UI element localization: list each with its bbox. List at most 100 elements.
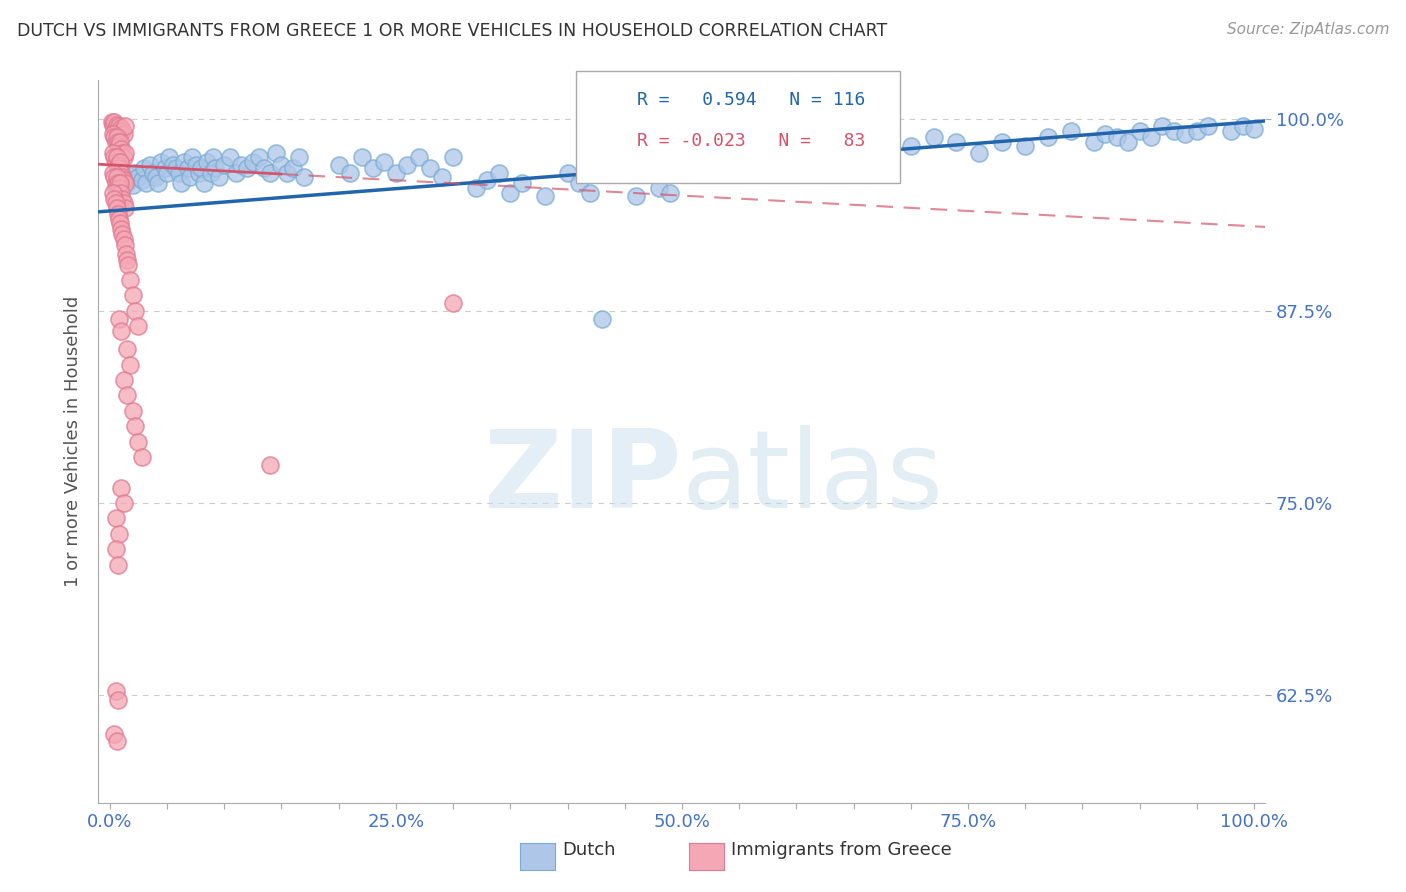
Point — [112, 196, 135, 211]
Point — [1243, 122, 1265, 136]
Point — [103, 170, 125, 185]
Point — [167, 165, 190, 179]
Point — [107, 207, 129, 221]
Point — [568, 176, 591, 190]
Point — [104, 176, 127, 190]
Point — [103, 145, 125, 160]
Point — [114, 120, 136, 134]
Point — [193, 176, 215, 190]
Point — [146, 176, 169, 190]
Point — [247, 150, 270, 164]
Point — [922, 130, 945, 145]
Point — [115, 343, 138, 357]
Point — [671, 161, 693, 175]
Point — [477, 173, 499, 187]
Text: Immigrants from Greece: Immigrants from Greece — [731, 841, 952, 859]
Point — [111, 192, 134, 206]
Point — [142, 165, 165, 179]
Point — [103, 118, 125, 132]
Point — [114, 201, 136, 215]
Point — [465, 181, 488, 195]
Point — [396, 158, 419, 172]
Point — [969, 145, 991, 160]
Point — [385, 165, 408, 179]
Point — [108, 211, 131, 226]
Point — [104, 511, 127, 525]
Point — [121, 288, 143, 302]
Point — [112, 373, 135, 387]
Point — [991, 135, 1014, 149]
Point — [488, 165, 510, 179]
Point — [105, 150, 128, 164]
Point — [264, 145, 287, 160]
Point — [131, 450, 153, 464]
Point — [201, 150, 224, 164]
Point — [682, 150, 704, 164]
Point — [103, 186, 125, 200]
Point — [693, 165, 716, 179]
Point — [292, 170, 315, 185]
Point — [373, 154, 395, 169]
Point — [1140, 130, 1163, 145]
Point — [181, 150, 204, 164]
Text: Dutch: Dutch — [562, 841, 616, 859]
Point — [104, 181, 127, 195]
Point — [127, 170, 149, 185]
Point — [108, 135, 131, 149]
Point — [1036, 130, 1059, 145]
Point — [190, 161, 212, 175]
Point — [114, 237, 136, 252]
Point — [110, 324, 132, 338]
Point — [103, 150, 125, 164]
Point — [842, 139, 865, 153]
Point — [195, 154, 218, 169]
Point — [120, 273, 142, 287]
Point — [1116, 135, 1139, 149]
Point — [105, 170, 128, 185]
Point — [108, 127, 131, 141]
Point — [112, 127, 135, 141]
Point — [103, 127, 125, 141]
Point — [131, 173, 153, 187]
Point — [648, 181, 671, 195]
Text: atlas: atlas — [682, 425, 943, 531]
Point — [104, 154, 127, 169]
Point — [510, 176, 533, 190]
Point — [105, 734, 128, 748]
Point — [1060, 124, 1083, 138]
Point — [259, 165, 281, 179]
Point — [107, 124, 129, 138]
Point — [121, 404, 143, 418]
Point — [179, 170, 201, 185]
Point — [176, 161, 198, 175]
Point — [107, 176, 129, 190]
Point — [162, 158, 184, 172]
Point — [831, 150, 853, 164]
Point — [103, 130, 125, 145]
Point — [219, 150, 242, 164]
Point — [533, 188, 555, 202]
Point — [110, 186, 132, 200]
Point — [1163, 124, 1185, 138]
Point — [762, 165, 785, 179]
Point — [717, 161, 740, 175]
Point — [853, 145, 876, 160]
Point — [111, 124, 134, 138]
Point — [808, 145, 831, 160]
Point — [145, 170, 167, 185]
Point — [105, 201, 128, 215]
Point — [104, 196, 127, 211]
Point — [624, 188, 647, 202]
Point — [1232, 120, 1254, 134]
Point — [108, 176, 131, 190]
Point — [188, 165, 211, 179]
Point — [157, 150, 180, 164]
Point — [111, 227, 134, 241]
Point — [107, 158, 129, 172]
Point — [150, 154, 173, 169]
Point — [105, 130, 128, 145]
Point — [108, 181, 131, 195]
Point — [1128, 124, 1150, 138]
Point — [108, 120, 131, 134]
Point — [408, 150, 430, 164]
